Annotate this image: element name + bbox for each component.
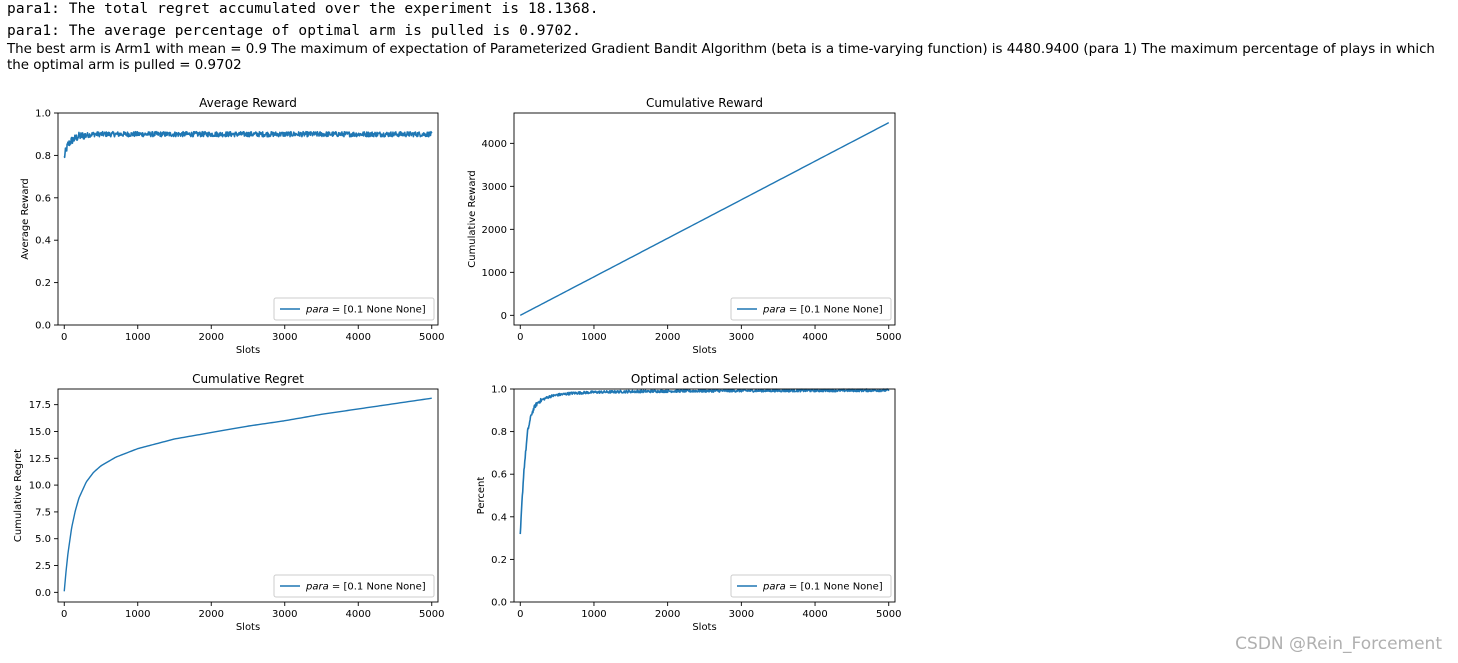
y-axis-label: Cumulative Reward	[467, 170, 478, 268]
series-line-cumrew-0	[519, 122, 890, 316]
x-tick-label: 2000	[199, 332, 224, 343]
summary-output-text: The best arm is Arm1 with mean = 0.9 The…	[7, 42, 1435, 73]
y-tick-label: 10.0	[29, 481, 51, 492]
chart-title: Cumulative Reward	[646, 96, 763, 110]
x-tick-label: 2000	[655, 609, 680, 620]
legend-box	[730, 574, 892, 598]
y-tick-label: 2.5	[35, 561, 51, 572]
legend-label: para = [0.1 None None]	[305, 305, 426, 316]
x-tick-label: 3000	[272, 332, 297, 343]
series-line-avg-0	[63, 130, 433, 159]
x-tick-label: 5000	[876, 609, 901, 620]
x-tick-label: 2000	[199, 609, 224, 620]
y-tick-label: 0.6	[491, 470, 507, 481]
y-tick-label: 1.0	[491, 385, 507, 396]
x-tick-label: 0	[61, 609, 67, 620]
x-tick-label: 1000	[581, 332, 606, 343]
y-tick-label: 5.0	[35, 534, 51, 545]
x-tick-label: 1000	[125, 609, 150, 620]
regret-output-line: para1: The total regret accumulated over…	[7, 1, 599, 17]
axes-frame-regret	[57, 388, 439, 603]
chart-title: Average Reward	[199, 96, 297, 110]
chart-title: Cumulative Regret	[192, 372, 304, 386]
y-tick-label: 7.5	[35, 507, 51, 518]
y-tick-label: 0.4	[35, 236, 51, 247]
legend-box	[273, 574, 435, 598]
y-tick-label: 0.4	[491, 512, 507, 523]
axes-frame-avg	[57, 112, 439, 326]
y-tick-label: 0.0	[35, 588, 51, 599]
y-tick-label: 15.0	[29, 427, 51, 438]
x-tick-label: 5000	[876, 332, 901, 343]
y-tick-label: 1000	[482, 268, 507, 279]
y-tick-label: 17.5	[29, 400, 51, 411]
y-tick-label: 0.0	[35, 321, 51, 332]
y-axis-label: Percent	[476, 477, 487, 515]
y-tick-label: 0.8	[35, 151, 51, 162]
legend-label: para = [0.1 None None]	[762, 305, 883, 316]
legend-box	[273, 297, 435, 321]
y-tick-label: 0.6	[35, 193, 51, 204]
x-tick-label: 0	[61, 332, 67, 343]
y-tick-label: 12.5	[29, 454, 51, 465]
x-tick-label: 4000	[802, 332, 827, 343]
x-tick-label: 0	[517, 609, 523, 620]
y-tick-label: 0.0	[491, 598, 507, 609]
x-tick-label: 3000	[729, 609, 754, 620]
x-axis-label: Slots	[692, 345, 716, 356]
y-tick-label: 3000	[482, 182, 507, 193]
x-tick-label: 4000	[802, 609, 827, 620]
y-tick-label: 0	[501, 311, 507, 322]
series-line-regret-0	[63, 397, 432, 592]
y-tick-label: 0.2	[35, 278, 51, 289]
x-axis-label: Slots	[236, 622, 260, 633]
chart-regret: 0 1000 2000 3000 4000 5000 0.0 2.5 5.0 7.5 10.0 12.…	[13, 372, 444, 633]
chart-cumrew: 0 1000 2000 3000 4000 5000 0 1000 2000 3000 4000 Cu…	[467, 96, 901, 356]
chart-avg: 0 1000 2000 3000 4000 5000 0.0 0.2 0.4 0.6 0.8 1.0 A…	[20, 96, 444, 356]
x-tick-label: 5000	[419, 609, 444, 620]
chart-title: Optimal action Selection	[631, 372, 778, 386]
chart-optimal: 0 1000 2000 3000 4000 5000 0.0 0.2 0.4 0.6 0.8 1.0 O…	[476, 372, 901, 633]
legend-label: para = [0.1 None None]	[762, 582, 883, 593]
x-axis-label: Slots	[236, 345, 260, 356]
y-tick-label: 1.0	[35, 109, 51, 120]
x-tick-label: 1000	[581, 609, 606, 620]
x-tick-label: 0	[517, 332, 523, 343]
series-line-optimal-0	[519, 388, 890, 535]
y-tick-label: 0.2	[491, 555, 507, 566]
y-axis-label: Average Reward	[20, 178, 31, 259]
optimal-arm-output-line: para1: The average percentage of optimal…	[7, 23, 581, 39]
x-tick-label: 2000	[655, 332, 680, 343]
legend-label: para = [0.1 None None]	[305, 582, 426, 593]
y-tick-label: 4000	[482, 139, 507, 150]
x-tick-label: 5000	[419, 332, 444, 343]
y-tick-label: 0.8	[491, 427, 507, 438]
x-tick-label: 3000	[729, 332, 754, 343]
x-tick-label: 4000	[346, 332, 371, 343]
x-tick-label: 3000	[272, 609, 297, 620]
x-tick-label: 4000	[346, 609, 371, 620]
axes-frame-optimal	[513, 388, 896, 603]
watermark: CSDN @Rein_Forcement	[1235, 634, 1442, 654]
y-axis-label: Cumulative Regret	[13, 449, 24, 542]
y-tick-label: 2000	[482, 225, 507, 236]
axes-frame-cumrew	[513, 112, 896, 326]
x-axis-label: Slots	[692, 622, 716, 633]
legend-box	[730, 297, 892, 321]
x-tick-label: 1000	[125, 332, 150, 343]
